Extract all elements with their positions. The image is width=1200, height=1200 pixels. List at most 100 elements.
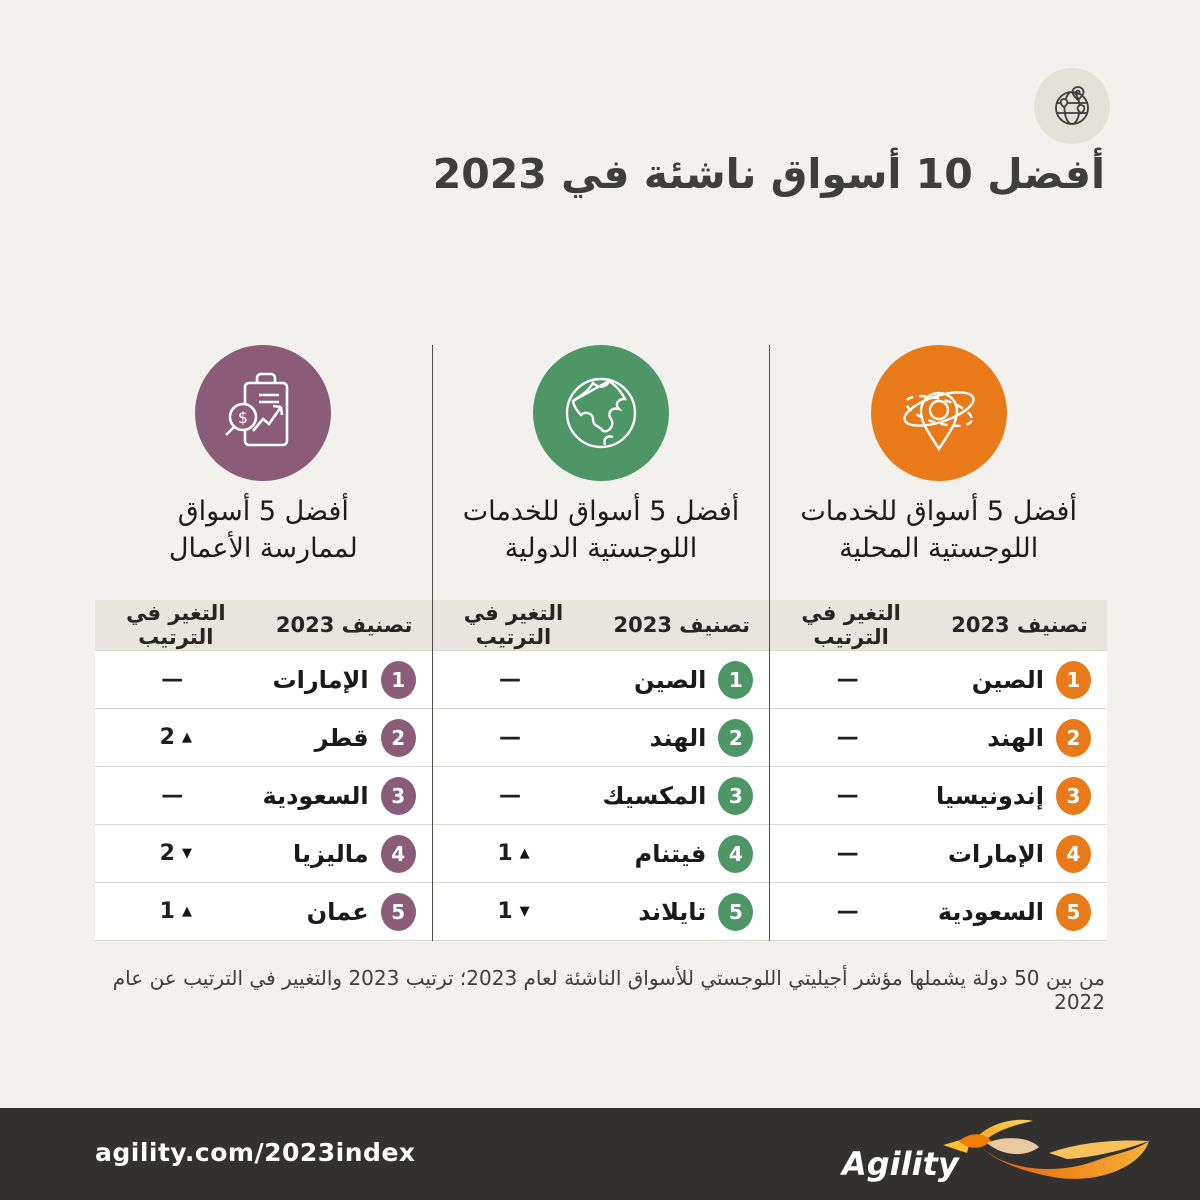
- rank-change: —: [770, 841, 932, 866]
- country-name: المكسيك: [602, 781, 707, 810]
- phoenix-bird-icon: [943, 1119, 1149, 1179]
- change-value: —: [836, 899, 859, 924]
- change-value: —: [161, 783, 184, 808]
- column-header-change: التغير في الترتيب: [126, 601, 226, 649]
- table-row: 1 الصين —: [770, 650, 1107, 708]
- clipboard-analysis-icon: $: [195, 345, 332, 481]
- section-heading: أفضل 5 أسواق للخدمات اللوجستية المحلية: [800, 493, 1077, 567]
- location-orbit-icon: [870, 345, 1007, 481]
- heading-line: أفضل 5 أسواق: [177, 496, 349, 527]
- change-arrow-icon: ▲: [181, 904, 192, 919]
- page-title: أفضل 10 أسواق ناشئة في 2023: [432, 150, 1105, 198]
- heading-line: لممارسة الأعمال: [168, 533, 358, 564]
- change-value: 2: [159, 841, 175, 866]
- change-value: —: [836, 841, 859, 866]
- country-name: عمان: [306, 897, 369, 926]
- rank-change: 1 ▲: [95, 899, 257, 924]
- rank-badge: 2: [718, 718, 754, 757]
- earth-globe-icon: [533, 345, 669, 481]
- rank-change: 1 ▼: [433, 899, 595, 924]
- column-header-rank: تصنيف 2023: [951, 613, 1088, 637]
- table-row: 3 المكسيك —: [432, 766, 770, 824]
- table-header-row: تصنيف 2023 التغير في الترتيب: [94, 600, 432, 650]
- footnote: من بين 50 دولة يشملها مؤشر أجيليتي اللوج…: [112, 966, 1105, 1014]
- sections-band: أفضل 5 أسواق للخدمات اللوجستية المحلية ت…: [94, 345, 1107, 941]
- rank-change: —: [433, 725, 595, 750]
- heading-line: أفضل 5 أسواق للخدمات: [800, 496, 1077, 527]
- rank-badge: 4: [1056, 834, 1091, 873]
- change-value: —: [836, 667, 859, 692]
- rank-badge: 2: [380, 718, 416, 757]
- rank-change: 2 ▲: [95, 725, 257, 750]
- table-row: 5 تايلاند 1 ▼: [432, 882, 770, 940]
- section-international-logistics: أفضل 5 أسواق للخدمات اللوجستية الدولية ت…: [431, 345, 771, 941]
- footer-url: agility.com/2023index: [95, 1138, 416, 1167]
- ranking-table-business: تصنيف 2023 التغير في الترتيب 1 الإمارات —…: [94, 600, 432, 941]
- change-value: 1: [159, 899, 175, 924]
- country-name: الصين: [634, 665, 707, 694]
- section-doing-business: $ أفضل 5 أسواق لممارسة الأعمال تصنيف 202…: [94, 345, 432, 941]
- rank-change: —: [770, 899, 932, 924]
- change-value: —: [498, 725, 521, 750]
- country-name: فيتنام: [634, 839, 707, 868]
- rank-badge: 1: [718, 660, 754, 699]
- country-name: قطر: [314, 723, 369, 752]
- column-header-rank: تصنيف 2023: [275, 613, 413, 637]
- table-row: 2 الهند —: [432, 708, 770, 766]
- table-row: 5 عمان 1 ▲: [94, 882, 432, 940]
- table-header-row: تصنيف 2023 التغير في الترتيب: [770, 600, 1107, 650]
- table-header-row: تصنيف 2023 التغير في الترتيب: [432, 600, 770, 650]
- rank-badge: 3: [718, 776, 754, 815]
- rank-change: —: [770, 667, 932, 692]
- rank-badge: 5: [718, 892, 754, 931]
- rank-change: —: [95, 667, 257, 692]
- heading-line: أفضل 5 أسواق للخدمات: [462, 496, 740, 527]
- change-arrow-icon: ▲: [181, 730, 192, 745]
- country-name: الإمارات: [947, 839, 1044, 868]
- svg-text:$: $: [238, 408, 248, 427]
- country-name: السعودية: [262, 781, 369, 810]
- table-row: 4 ماليزيا 2 ▼: [94, 824, 432, 882]
- country-name: الهند: [987, 723, 1044, 752]
- rank-change: —: [770, 783, 932, 808]
- country-name: إندونيسيا: [935, 781, 1044, 810]
- agility-logo-text: Agility: [842, 1145, 959, 1183]
- column-header-rank: تصنيف 2023: [613, 613, 751, 637]
- rank-change: —: [433, 783, 595, 808]
- change-value: 1: [497, 841, 513, 866]
- country-name: تايلاند: [638, 897, 707, 926]
- country-name: الهند: [649, 723, 707, 752]
- table-row: 3 السعودية —: [94, 766, 432, 824]
- rank-change: —: [433, 667, 595, 692]
- rank-change: —: [770, 725, 932, 750]
- table-row: 3 إندونيسيا —: [770, 766, 1107, 824]
- column-header-change: التغير في الترتيب: [463, 601, 564, 649]
- rank-badge: 3: [380, 776, 416, 815]
- table-row: 5 السعودية —: [770, 882, 1107, 940]
- country-name: السعودية: [937, 897, 1044, 926]
- change-arrow-icon: ▼: [181, 846, 192, 861]
- rank-badge: 1: [380, 660, 416, 699]
- section-heading: أفضل 5 أسواق للخدمات اللوجستية الدولية: [463, 493, 740, 567]
- table-row: 4 فيتنام 1 ▲: [432, 824, 770, 882]
- table-row: 1 الإمارات —: [94, 650, 432, 708]
- table-row: 4 الإمارات —: [770, 824, 1107, 882]
- change-value: —: [836, 783, 859, 808]
- footer-bar: agility.com/2023index Agility: [0, 1108, 1200, 1200]
- change-value: —: [836, 725, 859, 750]
- globe-with-pins-icon: [1034, 68, 1110, 144]
- change-arrow-icon: ▼: [519, 904, 530, 919]
- rank-badge: 3: [1056, 776, 1091, 815]
- rank-change: 1 ▲: [433, 841, 595, 866]
- table-row: 2 الهند —: [770, 708, 1107, 766]
- change-value: 1: [497, 899, 513, 924]
- rank-badge: 5: [1056, 892, 1091, 931]
- rank-badge: 2: [1056, 718, 1091, 757]
- table-row: 2 قطر 2 ▲: [94, 708, 432, 766]
- change-value: —: [498, 667, 521, 692]
- section-domestic-logistics: أفضل 5 أسواق للخدمات اللوجستية المحلية ت…: [770, 345, 1107, 941]
- agility-logo: Agility: [842, 1113, 1152, 1198]
- rank-change: 2 ▼: [95, 841, 257, 866]
